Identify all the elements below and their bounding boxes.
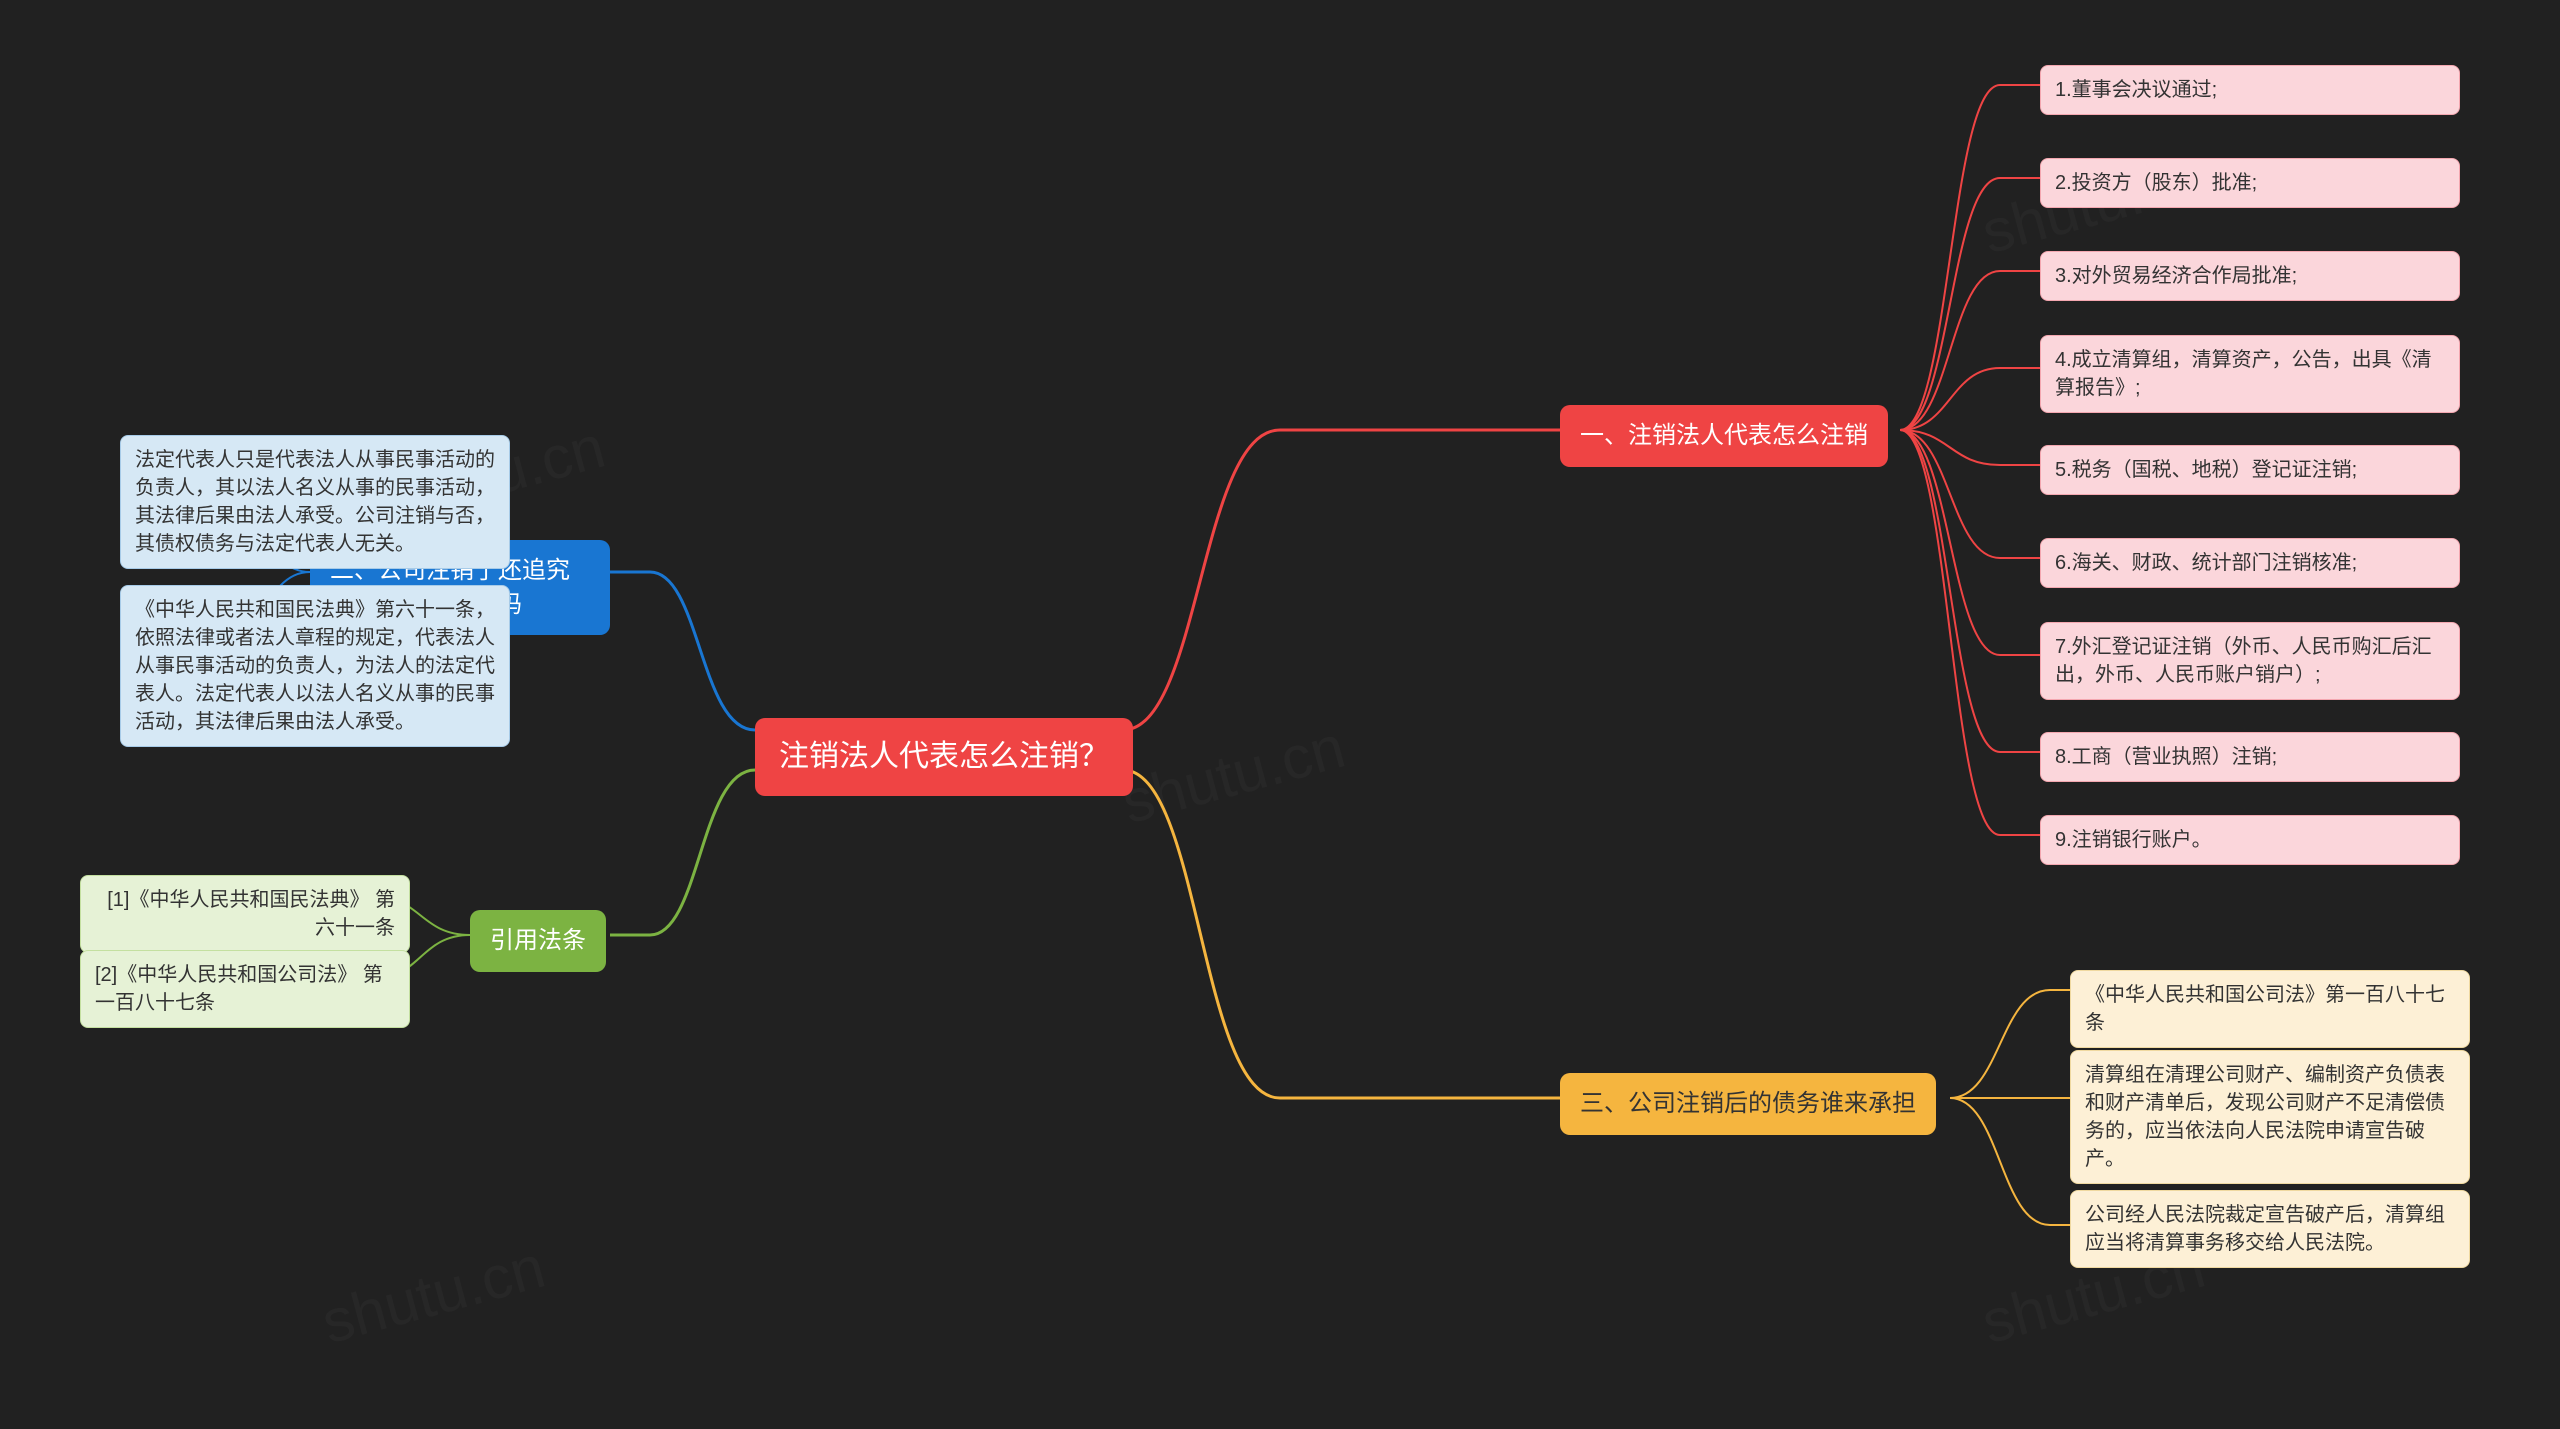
ref-item-2[interactable]: [2]《中华人民共和国公司法》 第一百八十七条: [80, 950, 410, 1028]
ref-item-1[interactable]: [1]《中华人民共和国民法典》 第六十一条: [80, 875, 410, 953]
branch-three-label: 三、公司注销后的债务谁来承担: [1580, 1090, 1916, 1117]
one-item-2[interactable]: 2.投资方（股东）批准;: [2040, 158, 2460, 208]
leaf-text: 4.成立清算组，清算资产，公告，出具《清算报告》;: [2055, 349, 2432, 399]
leaf-text: 7.外汇登记证注销（外币、人民币购汇后汇出，外币、人民币账户销户）;: [2055, 636, 2432, 686]
leaf-text: 8.工商（营业执照）注销;: [2055, 746, 2277, 768]
leaf-text: 《中华人民共和国公司法》第一百八十七条: [2085, 984, 2445, 1034]
leaf-text: 法定代表人只是代表法人从事民事活动的负责人，其以法人名义从事的民事活动，其法律后…: [135, 449, 495, 555]
leaf-text: 2.投资方（股东）批准;: [2055, 172, 2257, 194]
leaf-text: 6.海关、财政、统计部门注销核准;: [2055, 552, 2357, 574]
leaf-text: 公司经人民法院裁定宣告破产后，清算组应当将清算事务移交给人民法院。: [2085, 1204, 2445, 1254]
leaf-text: 《中华人民共和国民法典》第六十一条，依照法律或者法人章程的规定，代表法人从事民事…: [135, 599, 495, 733]
leaf-text: [1]《中华人民共和国民法典》 第六十一条: [107, 889, 395, 939]
three-item-2[interactable]: 清算组在清理公司财产、编制资产负债表和财产清单后，发现公司财产不足清偿债务的，应…: [2070, 1050, 2470, 1184]
branch-one[interactable]: 一、注销法人代表怎么注销: [1560, 405, 1888, 467]
one-item-5[interactable]: 5.税务（国税、地税）登记证注销;: [2040, 445, 2460, 495]
one-item-6[interactable]: 6.海关、财政、统计部门注销核准;: [2040, 538, 2460, 588]
watermark: shutu.cn: [1115, 712, 1352, 837]
one-item-7[interactable]: 7.外汇登记证注销（外币、人民币购汇后汇出，外币、人民币账户销户）;: [2040, 622, 2460, 700]
root-node[interactable]: 注销法人代表怎么注销？: [755, 718, 1133, 796]
leaf-text: 3.对外贸易经济合作局批准;: [2055, 265, 2297, 287]
one-item-4[interactable]: 4.成立清算组，清算资产，公告，出具《清算报告》;: [2040, 335, 2460, 413]
one-item-9[interactable]: 9.注销银行账户。: [2040, 815, 2460, 865]
leaf-text: 5.税务（国税、地税）登记证注销;: [2055, 459, 2357, 481]
root-label: 注销法人代表怎么注销？: [779, 740, 1109, 773]
leaf-text: 清算组在清理公司财产、编制资产负债表和财产清单后，发现公司财产不足清偿债务的，应…: [2085, 1064, 2445, 1170]
three-item-3[interactable]: 公司经人民法院裁定宣告破产后，清算组应当将清算事务移交给人民法院。: [2070, 1190, 2470, 1268]
two-item-2[interactable]: 《中华人民共和国民法典》第六十一条，依照法律或者法人章程的规定，代表法人从事民事…: [120, 585, 510, 747]
mindmap-canvas: shutu.cn shutu.cn shutu.cn shutu.cn shut…: [0, 0, 2560, 1429]
one-item-1[interactable]: 1.董事会决议通过;: [2040, 65, 2460, 115]
one-item-3[interactable]: 3.对外贸易经济合作局批准;: [2040, 251, 2460, 301]
watermark: shutu.cn: [315, 1232, 552, 1357]
one-item-8[interactable]: 8.工商（营业执照）注销;: [2040, 732, 2460, 782]
leaf-text: 9.注销银行账户。: [2055, 829, 2212, 851]
three-item-1[interactable]: 《中华人民共和国公司法》第一百八十七条: [2070, 970, 2470, 1048]
branch-one-label: 一、注销法人代表怎么注销: [1580, 422, 1868, 449]
two-item-1[interactable]: 法定代表人只是代表法人从事民事活动的负责人，其以法人名义从事的民事活动，其法律后…: [120, 435, 510, 569]
leaf-text: [2]《中华人民共和国公司法》 第一百八十七条: [95, 964, 383, 1014]
branch-three[interactable]: 三、公司注销后的债务谁来承担: [1560, 1073, 1936, 1135]
leaf-text: 1.董事会决议通过;: [2055, 79, 2217, 101]
branch-ref-label: 引用法条: [490, 927, 586, 954]
branch-ref[interactable]: 引用法条: [470, 910, 606, 972]
